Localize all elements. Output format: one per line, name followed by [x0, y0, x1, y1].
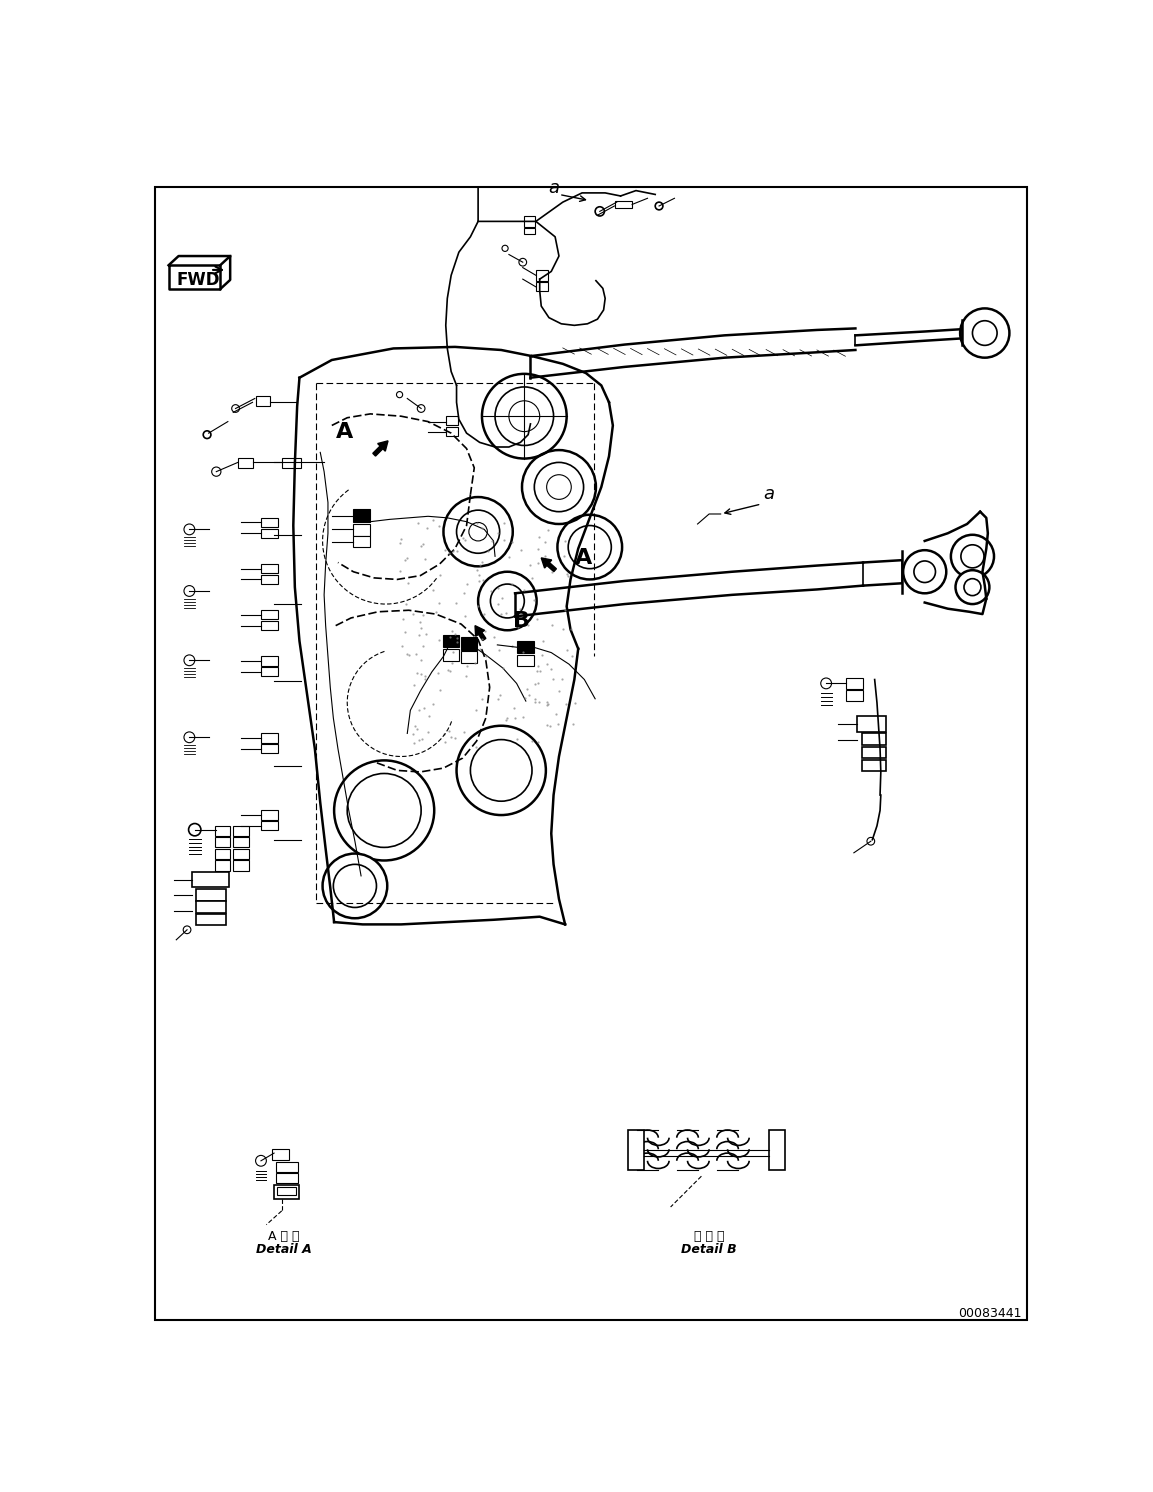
Bar	[444, 649, 459, 661]
Bar	[461, 637, 476, 649]
Bar	[525, 228, 535, 234]
Bar	[272, 1149, 288, 1159]
Bar	[517, 642, 534, 653]
Bar	[261, 564, 278, 573]
Circle shape	[184, 733, 195, 743]
Bar	[261, 518, 278, 527]
Bar	[214, 827, 231, 836]
Circle shape	[184, 585, 195, 597]
Bar	[846, 691, 864, 701]
Bar	[281, 458, 301, 468]
Text: Detail A: Detail A	[256, 1243, 312, 1256]
Bar	[196, 913, 226, 925]
Circle shape	[184, 655, 195, 665]
Bar	[261, 745, 278, 753]
Bar	[233, 861, 249, 870]
Bar	[461, 651, 476, 664]
Bar	[233, 837, 249, 847]
Circle shape	[821, 677, 831, 689]
Bar	[277, 1162, 297, 1171]
Bar	[861, 759, 887, 771]
Bar	[517, 655, 534, 667]
Bar	[846, 677, 864, 689]
Bar	[536, 270, 548, 280]
Circle shape	[334, 761, 435, 861]
Text: A: A	[336, 422, 353, 442]
Circle shape	[457, 725, 545, 815]
Text: FWD: FWD	[176, 270, 220, 288]
Circle shape	[212, 467, 221, 476]
Text: a: a	[763, 485, 774, 503]
Text: a: a	[548, 179, 559, 197]
Bar	[861, 734, 887, 745]
Bar	[274, 1185, 299, 1198]
Bar	[261, 821, 278, 831]
Text: 日 詳 細: 日 詳 細	[694, 1229, 724, 1243]
Bar	[196, 889, 226, 901]
Bar	[214, 849, 231, 859]
Bar	[628, 1129, 643, 1170]
Bar	[277, 1188, 295, 1195]
Bar	[536, 282, 548, 291]
Bar	[525, 216, 535, 227]
Bar	[233, 849, 249, 859]
Bar	[261, 734, 278, 743]
Circle shape	[956, 570, 989, 604]
Circle shape	[323, 853, 387, 918]
Circle shape	[189, 824, 201, 836]
Bar	[233, 827, 249, 836]
Bar	[261, 667, 278, 676]
Bar	[616, 200, 632, 209]
Text: B: B	[513, 612, 529, 631]
Bar	[191, 871, 228, 888]
Bar	[861, 746, 887, 758]
Bar	[261, 574, 278, 583]
Bar	[261, 610, 278, 619]
Bar	[256, 397, 270, 406]
Bar	[238, 458, 254, 468]
Text: A 詳 細: A 詳 細	[269, 1229, 300, 1243]
Bar	[261, 621, 278, 630]
Bar	[196, 901, 226, 913]
Bar	[444, 636, 459, 648]
FancyArrow shape	[541, 558, 557, 571]
Bar	[261, 810, 278, 819]
Bar	[446, 427, 458, 436]
Circle shape	[232, 404, 240, 412]
Text: A: A	[575, 548, 593, 568]
Circle shape	[256, 1155, 266, 1167]
Bar	[214, 861, 231, 870]
Circle shape	[184, 524, 195, 534]
Bar	[261, 528, 278, 537]
Bar	[214, 837, 231, 847]
Text: 00083441: 00083441	[958, 1307, 1022, 1320]
Bar	[769, 1129, 784, 1170]
Bar	[277, 1173, 297, 1183]
Text: Detail B: Detail B	[681, 1243, 737, 1256]
Bar	[261, 656, 278, 665]
Bar	[353, 524, 370, 536]
Bar	[446, 416, 458, 425]
Bar	[353, 536, 370, 548]
Bar	[353, 509, 370, 522]
FancyArrow shape	[372, 440, 389, 457]
Circle shape	[951, 534, 994, 577]
FancyArrow shape	[475, 625, 485, 640]
Bar	[857, 716, 887, 733]
